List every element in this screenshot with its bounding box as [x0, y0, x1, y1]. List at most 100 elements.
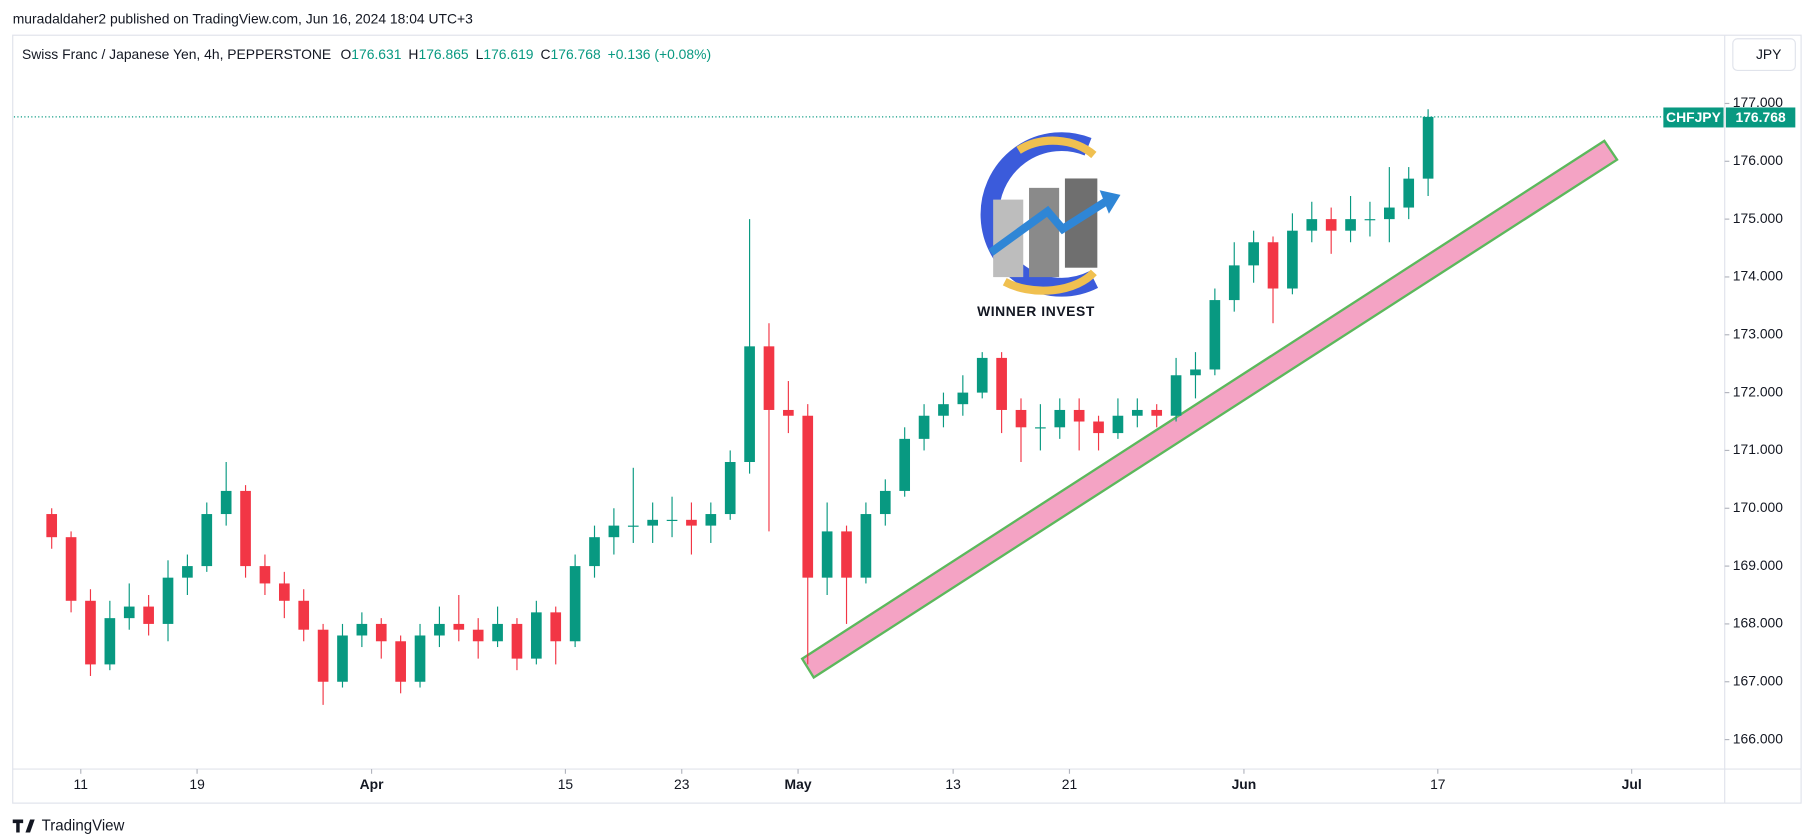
- logo-arrow: [988, 196, 1112, 256]
- candle-body: [201, 514, 213, 567]
- candle-body: [85, 600, 96, 665]
- candle-body: [1345, 219, 1356, 231]
- candle-body: [123, 606, 135, 619]
- candle-body: [821, 531, 833, 578]
- candle-body: [1287, 230, 1298, 289]
- ohlc-value: 176.619: [483, 46, 533, 62]
- candle-body: [860, 514, 872, 578]
- candle-body: [317, 629, 329, 682]
- y-tick-label: 166.000: [1733, 730, 1783, 746]
- logo-bar: [1029, 187, 1060, 278]
- candle-body: [1364, 219, 1376, 221]
- candle-body: [666, 519, 678, 522]
- publisher-line: muradaldaher2 published on TradingView.c…: [13, 11, 473, 27]
- candle-body: [550, 612, 562, 642]
- candle-body: [414, 635, 426, 682]
- candle-body: [46, 514, 58, 538]
- ohlc-key: C: [540, 46, 550, 62]
- x-tick-label: 11: [74, 776, 89, 792]
- ohlc-key: L: [476, 46, 484, 62]
- candle-body: [65, 537, 77, 601]
- candle-body: [957, 392, 969, 405]
- candle-body: [783, 409, 794, 416]
- logo-arc-gold: [1016, 136, 1097, 159]
- candle-body: [220, 490, 232, 515]
- logo: WINNER INVEST: [977, 132, 1121, 319]
- candle-body: [1073, 409, 1085, 422]
- y-tick-label: 177.000: [1733, 94, 1783, 110]
- candle-body: [492, 623, 503, 642]
- candle-body: [375, 623, 387, 642]
- x-tick-label: 19: [189, 776, 205, 792]
- last-price-box: [1725, 107, 1796, 128]
- candle-body: [744, 346, 755, 463]
- candle-body: [976, 357, 988, 393]
- candle-body: [240, 490, 251, 567]
- chart-title: Swiss Franc / Japanese Yen, 4h, PEPPERST…: [22, 46, 331, 62]
- change: +0.136 (+0.08%): [608, 46, 711, 62]
- x-tick-label: 17: [1430, 776, 1446, 792]
- chart-header: Swiss Franc / Japanese Yen, 4h, PEPPERST…: [22, 46, 711, 62]
- y-tick-label: 171.000: [1733, 441, 1783, 457]
- candle-body: [686, 519, 697, 526]
- x-tick-label: 21: [1062, 776, 1078, 792]
- ohlc-value: 176.865: [418, 46, 468, 62]
- currency-label: JPY: [1756, 46, 1782, 62]
- candle-body: [298, 600, 310, 630]
- x-tick-label: Apr: [360, 776, 384, 792]
- candle-body: [1306, 219, 1318, 231]
- y-tick-label: 169.000: [1733, 557, 1783, 573]
- brand: TradingView: [42, 818, 125, 835]
- symbol-label: CHFJPY: [1666, 109, 1721, 125]
- candle-body: [1054, 409, 1066, 428]
- candle-body: [996, 357, 1007, 410]
- candle-body: [1035, 427, 1046, 429]
- candle-body: [1151, 409, 1163, 416]
- x-tick-label: 13: [945, 776, 961, 792]
- ohlc-key: O: [340, 46, 351, 62]
- y-tick-label: 175.000: [1733, 210, 1783, 226]
- x-tick-label: Jun: [1232, 776, 1257, 792]
- ohlc-value: 176.768: [551, 46, 601, 62]
- candle-body: [589, 537, 600, 567]
- brand-logo: [12, 819, 35, 833]
- y-tick-label: 174.000: [1733, 268, 1783, 284]
- logo-arrow-head: [1099, 190, 1121, 214]
- candle-body: [763, 346, 775, 410]
- candle-body: [472, 629, 484, 642]
- candle-body: [938, 404, 949, 416]
- candle-body: [1209, 300, 1221, 370]
- y-tick-label: 170.000: [1733, 499, 1783, 515]
- candle-body: [531, 612, 542, 659]
- candle-body: [569, 566, 581, 642]
- last-price-label: 176.768: [1735, 109, 1785, 125]
- candle-body: [143, 606, 154, 624]
- currency-button[interactable]: [1732, 38, 1796, 72]
- x-tick-label: 23: [674, 776, 690, 792]
- candle-body: [1267, 242, 1279, 289]
- candle-body: [356, 623, 368, 636]
- symbol-box: [1663, 107, 1724, 128]
- chart-frame: [12, 34, 1802, 804]
- candle-body: [802, 415, 814, 578]
- candle-body: [1112, 415, 1124, 434]
- candle-body: [627, 525, 639, 527]
- candle-body: [1422, 116, 1434, 179]
- ohlc-key: H: [408, 46, 418, 62]
- candle-body: [899, 438, 911, 491]
- candle-body: [1228, 265, 1240, 301]
- y-tick-label: 168.000: [1733, 615, 1783, 631]
- candle-body: [259, 566, 271, 584]
- x-tick-label: 15: [558, 776, 574, 792]
- candle-body: [608, 525, 620, 538]
- candle-body: [1384, 207, 1395, 220]
- candle-body: [337, 635, 348, 682]
- y-tick-label: 172.000: [1733, 383, 1783, 399]
- ohlc-value: 176.631: [351, 46, 401, 62]
- candle-body: [434, 623, 445, 636]
- candle-body: [104, 618, 116, 665]
- candle-body: [395, 641, 406, 682]
- candle-body: [1403, 178, 1415, 208]
- y-tick-label: 167.000: [1733, 672, 1783, 688]
